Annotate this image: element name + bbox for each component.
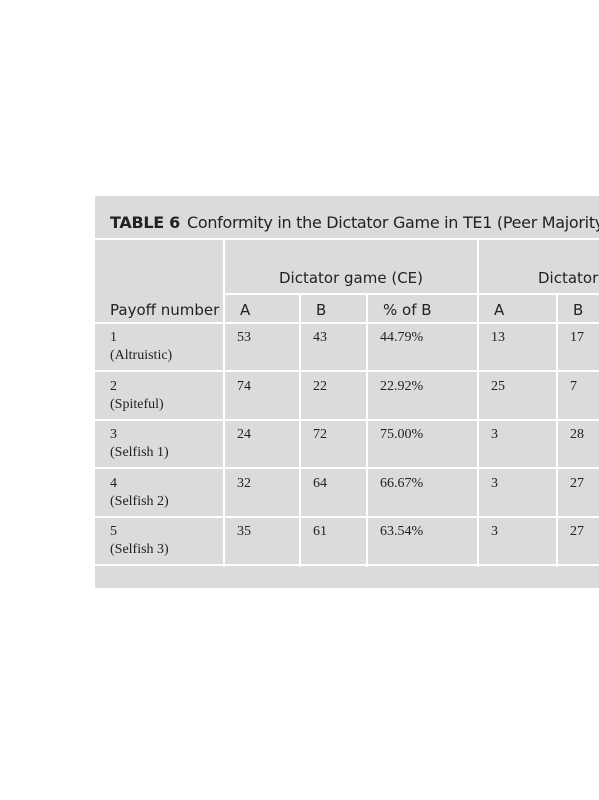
rule	[225, 293, 599, 295]
row-label: (Altruistic)	[110, 348, 173, 363]
rule	[95, 564, 599, 566]
row-number: 5	[110, 524, 117, 539]
cell: 74	[237, 379, 251, 394]
cell: 3	[491, 524, 498, 539]
rule	[95, 322, 599, 324]
row-label: (Spiteful)	[110, 397, 164, 412]
cell: 3	[491, 476, 498, 491]
row-label: (Selfish 3)	[110, 542, 169, 557]
row-number: 2	[110, 379, 117, 394]
cell: 7	[570, 379, 577, 394]
row-number: 3	[110, 427, 117, 442]
cell: 13	[491, 330, 505, 345]
cell: 44.79%	[380, 330, 424, 345]
cell: 66.67%	[380, 476, 424, 491]
cell: 22	[313, 379, 327, 394]
rule	[477, 240, 479, 567]
row-label: (Selfish 1)	[110, 445, 169, 460]
rule	[556, 295, 558, 567]
column-header: B	[316, 301, 327, 319]
table-label: TABLE 6	[110, 213, 180, 232]
row-label: (Selfish 2)	[110, 494, 169, 509]
cell: 63.54%	[380, 524, 424, 539]
cell: 3	[491, 427, 498, 442]
cell: 27	[570, 524, 584, 539]
rule	[95, 419, 599, 421]
rule	[95, 370, 599, 372]
group-header: Dictator	[538, 269, 599, 287]
cell: 53	[237, 330, 251, 345]
table-caption: Conformity in the Dictator Game in TE1 (…	[186, 213, 599, 232]
group-header: Dictator game (CE)	[279, 269, 424, 287]
table-title: TABLE 6 Conformity in the Dictator Game i…	[110, 213, 599, 232]
rule	[223, 240, 225, 567]
cell: 28	[570, 427, 584, 442]
rule	[95, 238, 599, 240]
cell: 25	[491, 379, 505, 394]
row-number: 1	[110, 330, 117, 345]
cell: 61	[313, 524, 327, 539]
cell: 17	[570, 330, 584, 345]
cell: 35	[237, 524, 251, 539]
rule	[299, 295, 301, 567]
cell: 43	[313, 330, 327, 345]
cell: 72	[313, 427, 327, 442]
column-header: % of B	[383, 301, 432, 319]
column-header: Payoff number	[110, 301, 220, 319]
cell: 24	[237, 427, 251, 442]
column-header: A	[494, 301, 505, 319]
cell: 75.00%	[380, 427, 424, 442]
rule	[366, 295, 368, 567]
rule	[95, 467, 599, 469]
cell: 22.92%	[380, 379, 424, 394]
row-number: 4	[110, 476, 117, 491]
cell: 32	[237, 476, 251, 491]
cell: 27	[570, 476, 584, 491]
table-panel: TABLE 6 Conformity in the Dictator Game i…	[95, 196, 599, 588]
cell: 64	[313, 476, 327, 491]
rule	[95, 516, 599, 518]
column-header: B	[573, 301, 584, 319]
column-header: A	[240, 301, 251, 319]
